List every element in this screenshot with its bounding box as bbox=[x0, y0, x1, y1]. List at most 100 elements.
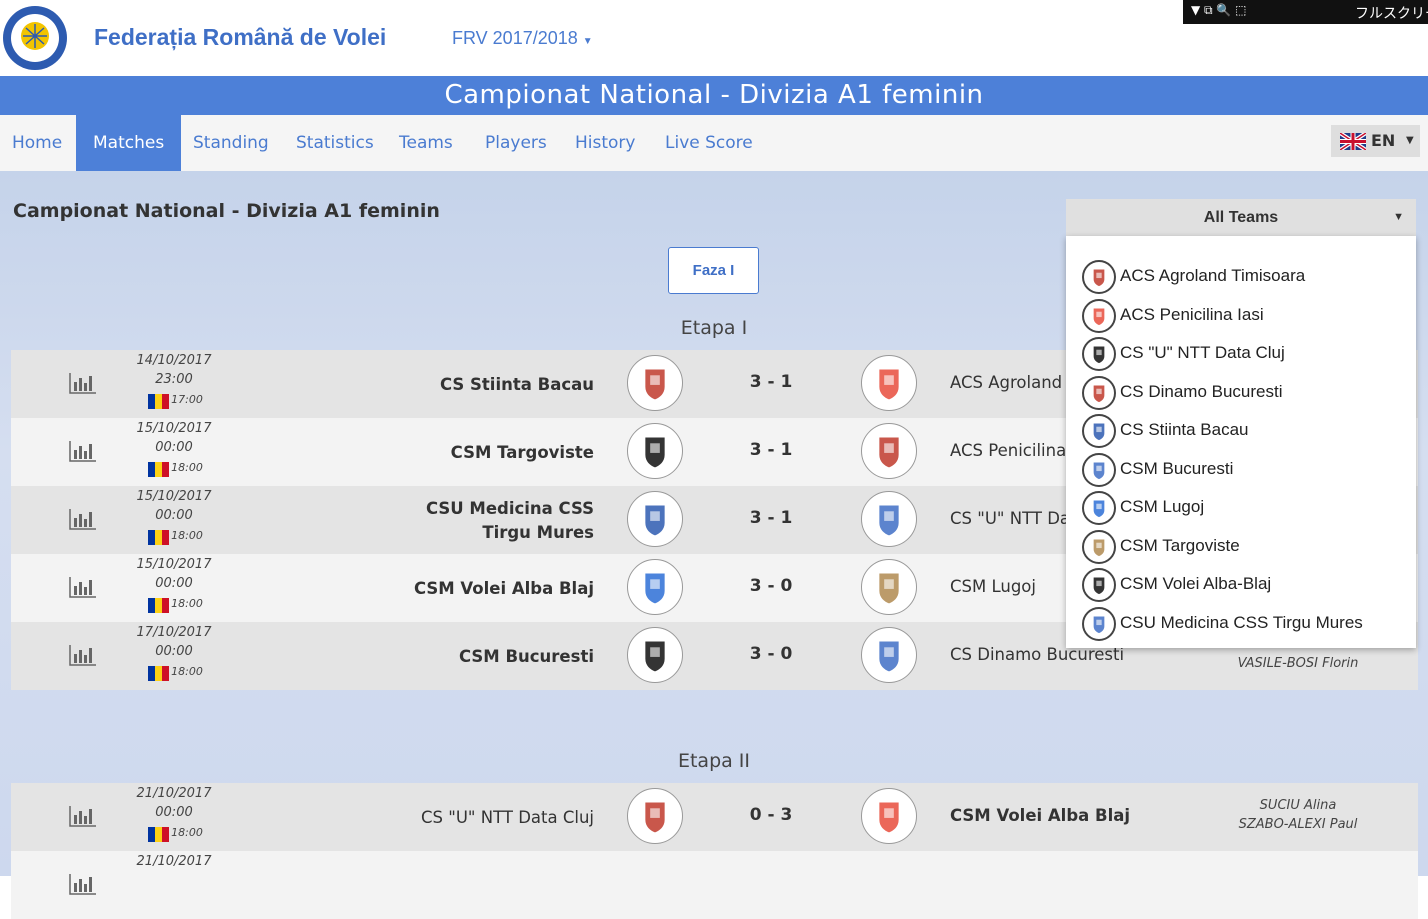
team-option[interactable]: CS Stiinta Bacau bbox=[1120, 420, 1249, 439]
fullscreen-button[interactable]: フルスクリーン bbox=[1355, 6, 1428, 22]
score: 3 - 1 bbox=[749, 440, 793, 460]
home-team[interactable]: CSM Targoviste bbox=[450, 443, 594, 462]
team-filter-list: ACS Agroland Timisoara ACS Penicilina Ias… bbox=[1066, 236, 1416, 648]
stats-icon[interactable] bbox=[69, 440, 97, 466]
team-logo bbox=[1082, 529, 1116, 564]
nav-item[interactable]: Statistics bbox=[296, 133, 374, 153]
score: 0 - 3 bbox=[749, 805, 793, 825]
team-option[interactable]: CSM Bucuresti bbox=[1120, 458, 1234, 478]
stats-icon[interactable] bbox=[69, 508, 97, 534]
match-row: 21/10/2017 00:00 18:00 CS "U" NTT Data Cluj… bbox=[11, 783, 1418, 851]
season-selector[interactable]: FRV 2017/2018 ▼ bbox=[452, 28, 593, 48]
flag-uk bbox=[1340, 133, 1366, 150]
team-option[interactable]: ACS Agroland Timisoara bbox=[1120, 266, 1306, 285]
score: 3 - 0 bbox=[749, 576, 793, 596]
team-option[interactable]: ACS Penicilina Iasi bbox=[1120, 304, 1264, 324]
team-filter[interactable]: All Teams ▼ bbox=[1066, 199, 1416, 236]
banner: Campionat National - Divizia A1 feminin bbox=[0, 76, 1428, 115]
team-logo bbox=[627, 491, 683, 547]
match-date: 21/10/2017 bbox=[136, 786, 212, 801]
team-logo bbox=[1082, 337, 1116, 371]
away-team[interactable]: CSM Volei Alba Blaj bbox=[950, 806, 1131, 825]
team-option[interactable]: CSM Lugoj bbox=[1120, 497, 1205, 516]
toolbar: ▼ ⧉ 🔍 ⬚ フルスクリーン bbox=[1183, 0, 1428, 24]
team-logo bbox=[1082, 491, 1116, 525]
nav-item[interactable]: Teams bbox=[399, 133, 453, 153]
local-time: 17:00 bbox=[171, 393, 203, 406]
nav-item[interactable]: Live Score bbox=[665, 133, 753, 153]
referee: VASILE-BOSI Florin bbox=[1237, 656, 1359, 671]
team-logo bbox=[861, 627, 917, 683]
score: 3 - 1 bbox=[749, 508, 793, 528]
nav-item[interactable]: Matches bbox=[76, 115, 182, 171]
nav-item[interactable]: History bbox=[575, 133, 636, 153]
site-title[interactable]: Federația Română de Volei bbox=[94, 24, 387, 50]
match-time: 00:00 bbox=[155, 805, 193, 820]
local-time: 18:00 bbox=[171, 529, 203, 542]
team-logo bbox=[861, 491, 917, 547]
stats-icon[interactable] bbox=[69, 372, 97, 398]
score: 3 - 0 bbox=[749, 644, 793, 664]
local-time: 18:00 bbox=[171, 597, 203, 610]
team-logo bbox=[627, 627, 683, 683]
away-team[interactable]: CS Dinamo Bucuresti bbox=[950, 645, 1125, 664]
match-time: 00:00 bbox=[155, 440, 193, 455]
team-option[interactable]: CS Dinamo Bucuresti bbox=[1120, 381, 1283, 401]
home-team[interactable]: CS Stiinta Bacau bbox=[439, 375, 594, 394]
nav-item[interactable]: Home bbox=[12, 133, 63, 153]
ro-flag bbox=[148, 598, 169, 613]
team-logo bbox=[861, 355, 917, 411]
team-logo bbox=[627, 559, 683, 615]
ro-flag bbox=[148, 394, 169, 409]
match-time: 23:00 bbox=[155, 372, 193, 387]
home-team[interactable]: CSM Volei Alba Blaj bbox=[413, 579, 594, 598]
team-logo bbox=[1082, 298, 1116, 333]
page-heading: Campionat National - Divizia A1 feminin bbox=[13, 200, 440, 222]
nav-item[interactable]: Players bbox=[485, 133, 547, 153]
nav-item[interactable]: Standing bbox=[193, 133, 269, 153]
referee: SZABO-ALEXI Paul bbox=[1238, 817, 1358, 832]
team-logo bbox=[861, 559, 917, 615]
team-option[interactable]: CS "U" NTT Data Cluj bbox=[1120, 343, 1285, 362]
home-team[interactable]: CSM Bucuresti bbox=[458, 647, 594, 666]
team-logo bbox=[861, 423, 917, 479]
team-option[interactable]: CSM Volei Alba-Blaj bbox=[1120, 574, 1272, 593]
ro-flag bbox=[148, 462, 169, 477]
home-team[interactable]: CSU Medicina CSS Tirgu Mures bbox=[425, 499, 594, 542]
team-option[interactable]: CSM Targoviste bbox=[1120, 535, 1240, 555]
language-code: EN bbox=[1371, 131, 1396, 150]
stats-icon[interactable] bbox=[69, 576, 97, 602]
language-selector[interactable]: EN ▼ bbox=[1331, 125, 1420, 157]
score: 3 - 1 bbox=[749, 372, 793, 392]
match-row: 21/10/2017 bbox=[11, 851, 1418, 919]
ro-flag bbox=[148, 666, 169, 681]
match-date: 17/10/2017 bbox=[136, 625, 212, 640]
local-time: 18:00 bbox=[171, 665, 203, 678]
team-logo bbox=[1082, 260, 1116, 294]
team-logo bbox=[1082, 414, 1116, 448]
referee: SUCIU Alina bbox=[1259, 798, 1337, 813]
federation-logo bbox=[3, 6, 67, 70]
team-logo bbox=[627, 788, 683, 844]
stats-icon[interactable] bbox=[69, 805, 97, 831]
section-title: Etapa II bbox=[677, 750, 751, 772]
phase-button[interactable]: Faza I bbox=[668, 247, 759, 294]
away-team[interactable]: ACS Penicilina Iasi bbox=[950, 441, 1100, 460]
match-time: 00:00 bbox=[155, 644, 193, 659]
team-logo bbox=[861, 788, 917, 844]
team-logo bbox=[1082, 606, 1116, 641]
match-date: 15/10/2017 bbox=[136, 489, 212, 504]
ro-flag bbox=[148, 530, 169, 545]
away-team[interactable]: CSM Lugoj bbox=[950, 577, 1036, 596]
match-date: 15/10/2017 bbox=[136, 557, 212, 572]
local-time: 18:00 bbox=[171, 461, 203, 474]
team-logo bbox=[627, 355, 683, 411]
team-logo bbox=[1082, 452, 1116, 487]
match-date: 14/10/2017 bbox=[136, 353, 212, 368]
section-title: Etapa I bbox=[680, 317, 748, 339]
team-option[interactable]: CSU Medicina CSS Tirgu Mures bbox=[1120, 612, 1363, 632]
stats-icon[interactable] bbox=[69, 873, 97, 899]
stats-icon[interactable] bbox=[69, 644, 97, 670]
home-team[interactable]: CS "U" NTT Data Cluj bbox=[421, 808, 594, 827]
